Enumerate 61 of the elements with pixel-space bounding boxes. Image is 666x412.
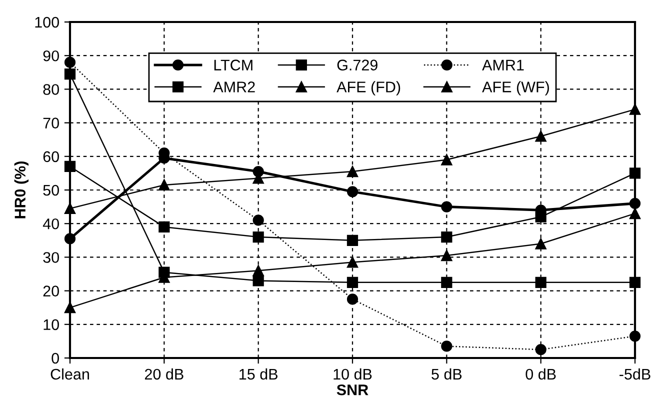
- point: [441, 340, 452, 352]
- point: [441, 231, 452, 243]
- point: [441, 201, 452, 212]
- point: [64, 160, 76, 172]
- point: [629, 276, 641, 288]
- y-tick-label: 90: [43, 50, 59, 62]
- x-tick-label: Clean: [50, 368, 89, 380]
- point: [535, 276, 546, 288]
- point: [441, 250, 452, 262]
- y-tick-label: 30: [43, 252, 59, 263]
- y-tick-label: 70: [43, 118, 59, 128]
- point: [252, 265, 264, 276]
- point: [629, 104, 641, 115]
- point: [535, 238, 546, 250]
- point: [346, 186, 358, 198]
- legend-label: AFE (WF): [482, 81, 549, 96]
- x-tick-label: 5 dB: [432, 368, 462, 380]
- point: [252, 231, 264, 243]
- legend-label: G.729: [337, 60, 378, 70]
- y-tick-label: 60: [43, 151, 59, 162]
- point: [64, 233, 76, 244]
- point: [64, 56, 76, 68]
- point: [158, 179, 170, 191]
- legend-label: AFE (FD): [336, 81, 400, 96]
- x-tick-label: 20 dB: [144, 368, 184, 380]
- point: [346, 166, 358, 178]
- legend-label: AMR2: [213, 82, 255, 92]
- y-tick-label: 80: [43, 84, 59, 95]
- x-tick-label: 10 dB: [334, 368, 372, 380]
- legend-label: LTCM: [214, 60, 252, 70]
- point: [535, 211, 546, 222]
- point: [629, 168, 641, 179]
- x-tick-label: 0 dB: [526, 368, 556, 380]
- point: [64, 302, 76, 314]
- point: [158, 221, 170, 233]
- point: [346, 234, 358, 246]
- point: [629, 208, 641, 220]
- point: [252, 275, 264, 286]
- y-tick-label: 10: [44, 319, 59, 330]
- point: [441, 154, 452, 166]
- point: [64, 202, 76, 214]
- x-tick-label: 15 dB: [240, 368, 278, 380]
- point: [346, 294, 358, 305]
- point: [346, 276, 358, 288]
- x-axis-title: SNR: [336, 384, 368, 396]
- y-tick-label: 40: [42, 218, 59, 230]
- point: [441, 276, 452, 288]
- legend-label: AMR1: [482, 60, 524, 70]
- point: [346, 256, 358, 268]
- y-tick-label: 0: [52, 352, 59, 364]
- y-tick-label: 20: [43, 286, 59, 296]
- point: [535, 130, 546, 142]
- x-tick-label: -5dB: [620, 368, 650, 380]
- y-tick-label: 100: [35, 16, 59, 28]
- point: [629, 198, 641, 209]
- point: [64, 68, 76, 80]
- y-tick-label: 50: [43, 184, 59, 196]
- point: [252, 214, 264, 226]
- point: [535, 344, 546, 356]
- y-axis-title: HR0 (%): [14, 161, 29, 218]
- point: [629, 330, 641, 342]
